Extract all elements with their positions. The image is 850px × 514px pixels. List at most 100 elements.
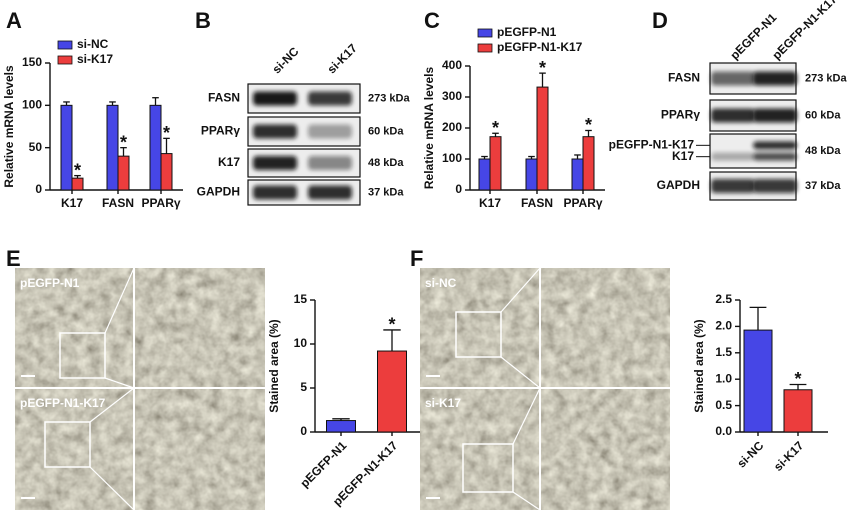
x-tick-label: PPARγ bbox=[563, 196, 602, 210]
legend-label: si-K17 bbox=[77, 52, 113, 66]
blot-band bbox=[308, 185, 352, 200]
zoom-line bbox=[512, 491, 541, 511]
protein-label: GAPDH bbox=[197, 185, 240, 199]
legend-label: pEGFP-N1 bbox=[497, 25, 557, 39]
blot-band bbox=[753, 179, 797, 193]
x-tick-label: FASN bbox=[102, 196, 134, 210]
x-tick-label: pEGFP-N1 bbox=[298, 438, 350, 490]
zoom-line bbox=[500, 267, 541, 313]
size-label: 48 kDa bbox=[368, 157, 404, 169]
bar bbox=[478, 158, 491, 191]
y-tick-label: 0.5 bbox=[715, 398, 732, 412]
zoom-line bbox=[89, 387, 135, 423]
y-axis-label: Relative mRNA levels bbox=[422, 67, 436, 190]
bar bbox=[326, 420, 356, 433]
lane-label: pEGFP-N1-K17 bbox=[769, 0, 839, 62]
protein-label: pEGFP-N1-K17 bbox=[609, 138, 695, 152]
legend-label: si-NC bbox=[77, 37, 109, 51]
y-tick-label: 0 bbox=[35, 182, 42, 196]
y-tick-label: 200 bbox=[442, 120, 462, 134]
panel-letter: E bbox=[6, 246, 21, 271]
blot-band bbox=[308, 156, 352, 170]
y-tick-label: 15 bbox=[294, 292, 308, 306]
y-tick-label: 0 bbox=[455, 182, 462, 196]
x-tick-label: si-K17 bbox=[771, 438, 807, 474]
condition-label: pEGFP-N1 bbox=[20, 276, 80, 290]
bar bbox=[571, 158, 584, 191]
condition-label: si-NC bbox=[425, 276, 457, 290]
legend-swatch bbox=[57, 55, 73, 65]
condition-label: pEGFP-N1-K17 bbox=[20, 396, 106, 410]
y-tick-label: 2.0 bbox=[715, 319, 732, 333]
significance-mark: * bbox=[120, 132, 127, 152]
zoom-line bbox=[500, 356, 541, 389]
size-label: 60 kDa bbox=[805, 109, 841, 121]
blot-band bbox=[753, 71, 797, 86]
size-label: 273 kDa bbox=[805, 72, 847, 84]
size-label: 37 kDa bbox=[805, 180, 841, 192]
y-tick-label: 300 bbox=[442, 89, 462, 103]
significance-mark: * bbox=[388, 315, 395, 335]
bar bbox=[160, 153, 173, 191]
protein-label: FASN bbox=[668, 71, 700, 85]
x-tick-label: K17 bbox=[479, 196, 501, 210]
y-tick-label: 50 bbox=[29, 140, 43, 154]
panel-letter: D bbox=[652, 8, 668, 33]
y-axis-label: Stained area (%) bbox=[692, 319, 706, 412]
protein-label: FASN bbox=[208, 91, 240, 105]
y-tick-label: 400 bbox=[442, 58, 462, 72]
y-axis-label: Relative mRNA levels bbox=[2, 65, 16, 188]
bar bbox=[71, 177, 84, 191]
bar bbox=[149, 104, 162, 191]
blot-strip bbox=[709, 133, 797, 169]
size-label: 48 kDa bbox=[805, 145, 841, 157]
zoom-line bbox=[512, 387, 541, 445]
condition-label: si-K17 bbox=[425, 396, 461, 410]
y-tick-label: 10 bbox=[294, 336, 308, 350]
blot-band bbox=[711, 179, 755, 193]
significance-mark: * bbox=[74, 160, 81, 180]
panel-letter: F bbox=[410, 246, 423, 271]
blot-band bbox=[711, 152, 755, 161]
panel-letter: C bbox=[424, 8, 440, 33]
y-tick-label: 5 bbox=[300, 380, 307, 394]
x-tick-label: K17 bbox=[61, 196, 83, 210]
blot-band bbox=[753, 152, 797, 161]
bar bbox=[582, 136, 595, 191]
lane-label: si-NC bbox=[269, 44, 301, 76]
bar bbox=[60, 104, 73, 191]
zoom-line bbox=[104, 377, 135, 389]
lane-label: si-K17 bbox=[324, 41, 360, 77]
significance-mark: * bbox=[163, 123, 170, 143]
blot-band bbox=[711, 108, 755, 123]
inset-box bbox=[59, 332, 106, 379]
panel-letter: A bbox=[6, 8, 22, 33]
bar bbox=[117, 155, 130, 191]
protein-label: GAPDH bbox=[657, 178, 700, 192]
panel-letter: B bbox=[195, 8, 211, 33]
inset-box bbox=[455, 311, 502, 358]
size-label: 273 kDa bbox=[368, 92, 410, 104]
x-tick-label: FASN bbox=[521, 196, 553, 210]
bar bbox=[743, 329, 773, 433]
y-axis-label: Stained area (%) bbox=[267, 319, 281, 412]
blot-band bbox=[753, 141, 797, 150]
protein-label: K17 bbox=[218, 155, 240, 169]
x-tick-label: PPARγ bbox=[141, 196, 180, 210]
blot-band bbox=[253, 91, 297, 106]
y-tick-label: 1.0 bbox=[715, 371, 732, 385]
x-tick-label: si-NC bbox=[734, 438, 766, 470]
significance-mark: * bbox=[585, 115, 592, 135]
y-tick-label: 100 bbox=[22, 98, 42, 112]
bar bbox=[106, 104, 119, 191]
blot-band bbox=[308, 124, 352, 139]
zoom-line bbox=[104, 267, 135, 334]
legend-swatch bbox=[477, 28, 493, 38]
legend-swatch bbox=[57, 40, 73, 50]
protein-label: K17 bbox=[672, 149, 694, 163]
blot-band bbox=[253, 185, 297, 200]
significance-mark: * bbox=[539, 58, 546, 78]
y-tick-label: 0.0 bbox=[715, 424, 732, 438]
blot-band bbox=[253, 124, 297, 139]
